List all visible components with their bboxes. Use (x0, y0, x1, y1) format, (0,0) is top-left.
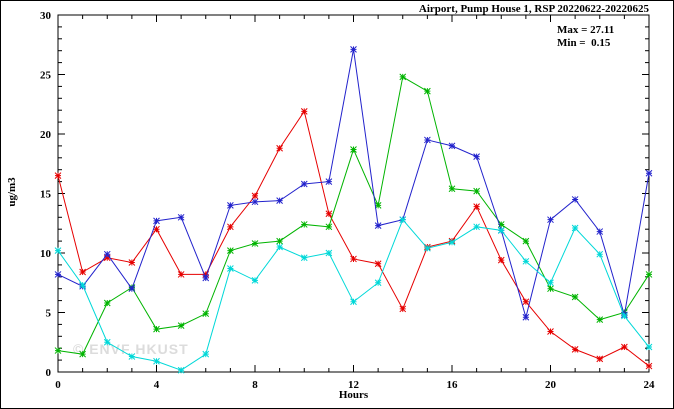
y-tick-label: 20 (40, 129, 52, 141)
x-tick-label: 24 (644, 379, 656, 391)
max-value-label: Max = 27.11 (557, 24, 615, 36)
series-markers-day2-green (54, 73, 653, 358)
x-tick-label: 8 (252, 379, 258, 391)
plot-frame (57, 14, 650, 373)
y-tick-label: 15 (40, 189, 52, 201)
x-tick-label: 12 (348, 379, 360, 391)
series-day4-cyan (54, 216, 653, 374)
chart-title: Airport, Pump House 1, RSP 20220622-2022… (418, 3, 649, 15)
stats-box: Max = 27.11 Min = 0.15 (557, 24, 614, 50)
watermark: © ENVF HKUST (73, 341, 189, 357)
y-axis-label: ug/m3 (6, 177, 18, 207)
y-tick-label: 0 (46, 367, 52, 379)
y-tick-label: 30 (40, 10, 52, 22)
y-tick-label: 25 (40, 70, 52, 82)
min-value-label: Min = 0.15 (557, 37, 611, 49)
x-axis-label: Hours (338, 389, 369, 401)
series-day3-blue (54, 46, 653, 321)
series-line-day2-green (57, 76, 650, 355)
y-tick-label: 5 (46, 308, 52, 320)
series-markers-day4-cyan (54, 216, 653, 374)
series-line-day3-blue (57, 49, 650, 320)
x-tick-label: 4 (154, 379, 160, 391)
x-tick-label: 0 (55, 379, 61, 391)
y-tick-label: 10 (40, 248, 52, 260)
series-markers-day3-blue (54, 46, 653, 321)
x-tick-label: 20 (545, 379, 557, 391)
x-tick-label: 16 (447, 379, 459, 391)
series-day2-green (54, 73, 653, 358)
